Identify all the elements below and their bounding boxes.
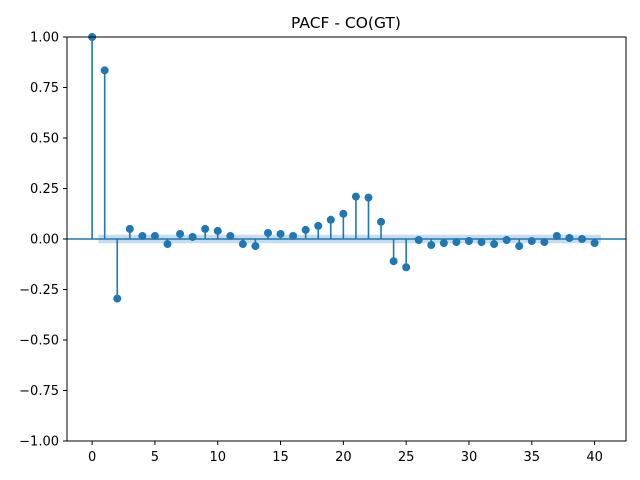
stem-marker-lag-2 <box>113 294 122 303</box>
stem-marker-lag-13 <box>251 242 260 251</box>
axes: 0 5 10 15 20 25 30 35 40 −1.00 −0.75 −0.50 −0.25 0.00… <box>19 31 627 465</box>
y-tick-label: 0.75 <box>30 81 59 96</box>
y-tick-label: −0.50 <box>19 334 59 349</box>
stem-marker-lag-6 <box>163 240 172 249</box>
stem-marker-lag-34 <box>515 242 524 251</box>
stem-marker-lag-26 <box>414 236 423 245</box>
x-tick-label: 20 <box>335 450 352 465</box>
stem-marker-lag-3 <box>125 224 134 233</box>
stem-marker-lag-37 <box>552 231 561 240</box>
stem-marker-lag-25 <box>402 263 411 272</box>
stem-marker-lag-4 <box>138 231 147 240</box>
stem-marker-lag-8 <box>188 232 197 241</box>
stem-marker-lag-30 <box>464 237 473 246</box>
stem-marker-lag-40 <box>590 239 599 248</box>
stem-marker-lag-10 <box>213 226 222 235</box>
chart-title: PACF - CO(GT) <box>291 14 401 32</box>
stem-marker-lag-15 <box>276 229 285 238</box>
stem-marker-lag-9 <box>201 224 210 233</box>
y-tick-label: 0.25 <box>30 182 59 197</box>
stem-marker-lag-16 <box>289 231 298 240</box>
stem-marker-lag-5 <box>150 231 159 240</box>
y-tick-label: −0.25 <box>19 283 59 298</box>
stem-marker-lag-14 <box>263 228 272 237</box>
stem-marker-lag-27 <box>427 241 436 250</box>
stem-marker-lag-39 <box>578 235 587 243</box>
stem-marker-lag-18 <box>314 221 323 230</box>
x-tick-label: 10 <box>209 450 226 465</box>
stem-marker-lag-20 <box>339 209 348 218</box>
y-tick-label: −0.75 <box>19 384 59 399</box>
stem-marker-lag-21 <box>351 192 360 201</box>
y-tick-label: 0.00 <box>30 233 59 248</box>
stem-marker-lag-28 <box>439 239 448 248</box>
y-tick-label: 0.50 <box>30 132 59 147</box>
y-tick-label: −1.00 <box>19 435 59 450</box>
stem-marker-lag-35 <box>527 237 536 246</box>
stem-marker-lag-24 <box>389 257 398 266</box>
stem-marker-lag-29 <box>452 238 461 247</box>
stem-marker-lag-19 <box>326 215 335 224</box>
x-tick-label: 5 <box>151 450 159 465</box>
stem-marker-lag-7 <box>176 229 185 238</box>
stem-marker-lag-31 <box>477 238 486 247</box>
x-tick-label: 15 <box>272 450 289 465</box>
stem-marker-lag-32 <box>490 240 499 249</box>
x-tick-label: 30 <box>461 450 478 465</box>
stem-marker-lag-22 <box>364 193 373 202</box>
stem-marker-lag-11 <box>226 231 235 240</box>
stem-layer <box>88 33 599 303</box>
stem-marker-lag-12 <box>238 240 247 249</box>
stem-marker-lag-1 <box>100 66 109 75</box>
x-tick-label: 0 <box>88 450 96 465</box>
stem-marker-lag-36 <box>540 238 549 247</box>
stem-marker-lag-23 <box>377 217 386 226</box>
x-tick-label: 25 <box>398 450 415 465</box>
stem-marker-lag-33 <box>502 236 511 245</box>
x-tick-label: 35 <box>524 450 541 465</box>
y-tick-label: 1.00 <box>30 31 59 46</box>
x-tick-label: 40 <box>586 450 603 465</box>
stem-marker-lag-17 <box>301 225 310 234</box>
stem-marker-lag-38 <box>565 233 574 242</box>
